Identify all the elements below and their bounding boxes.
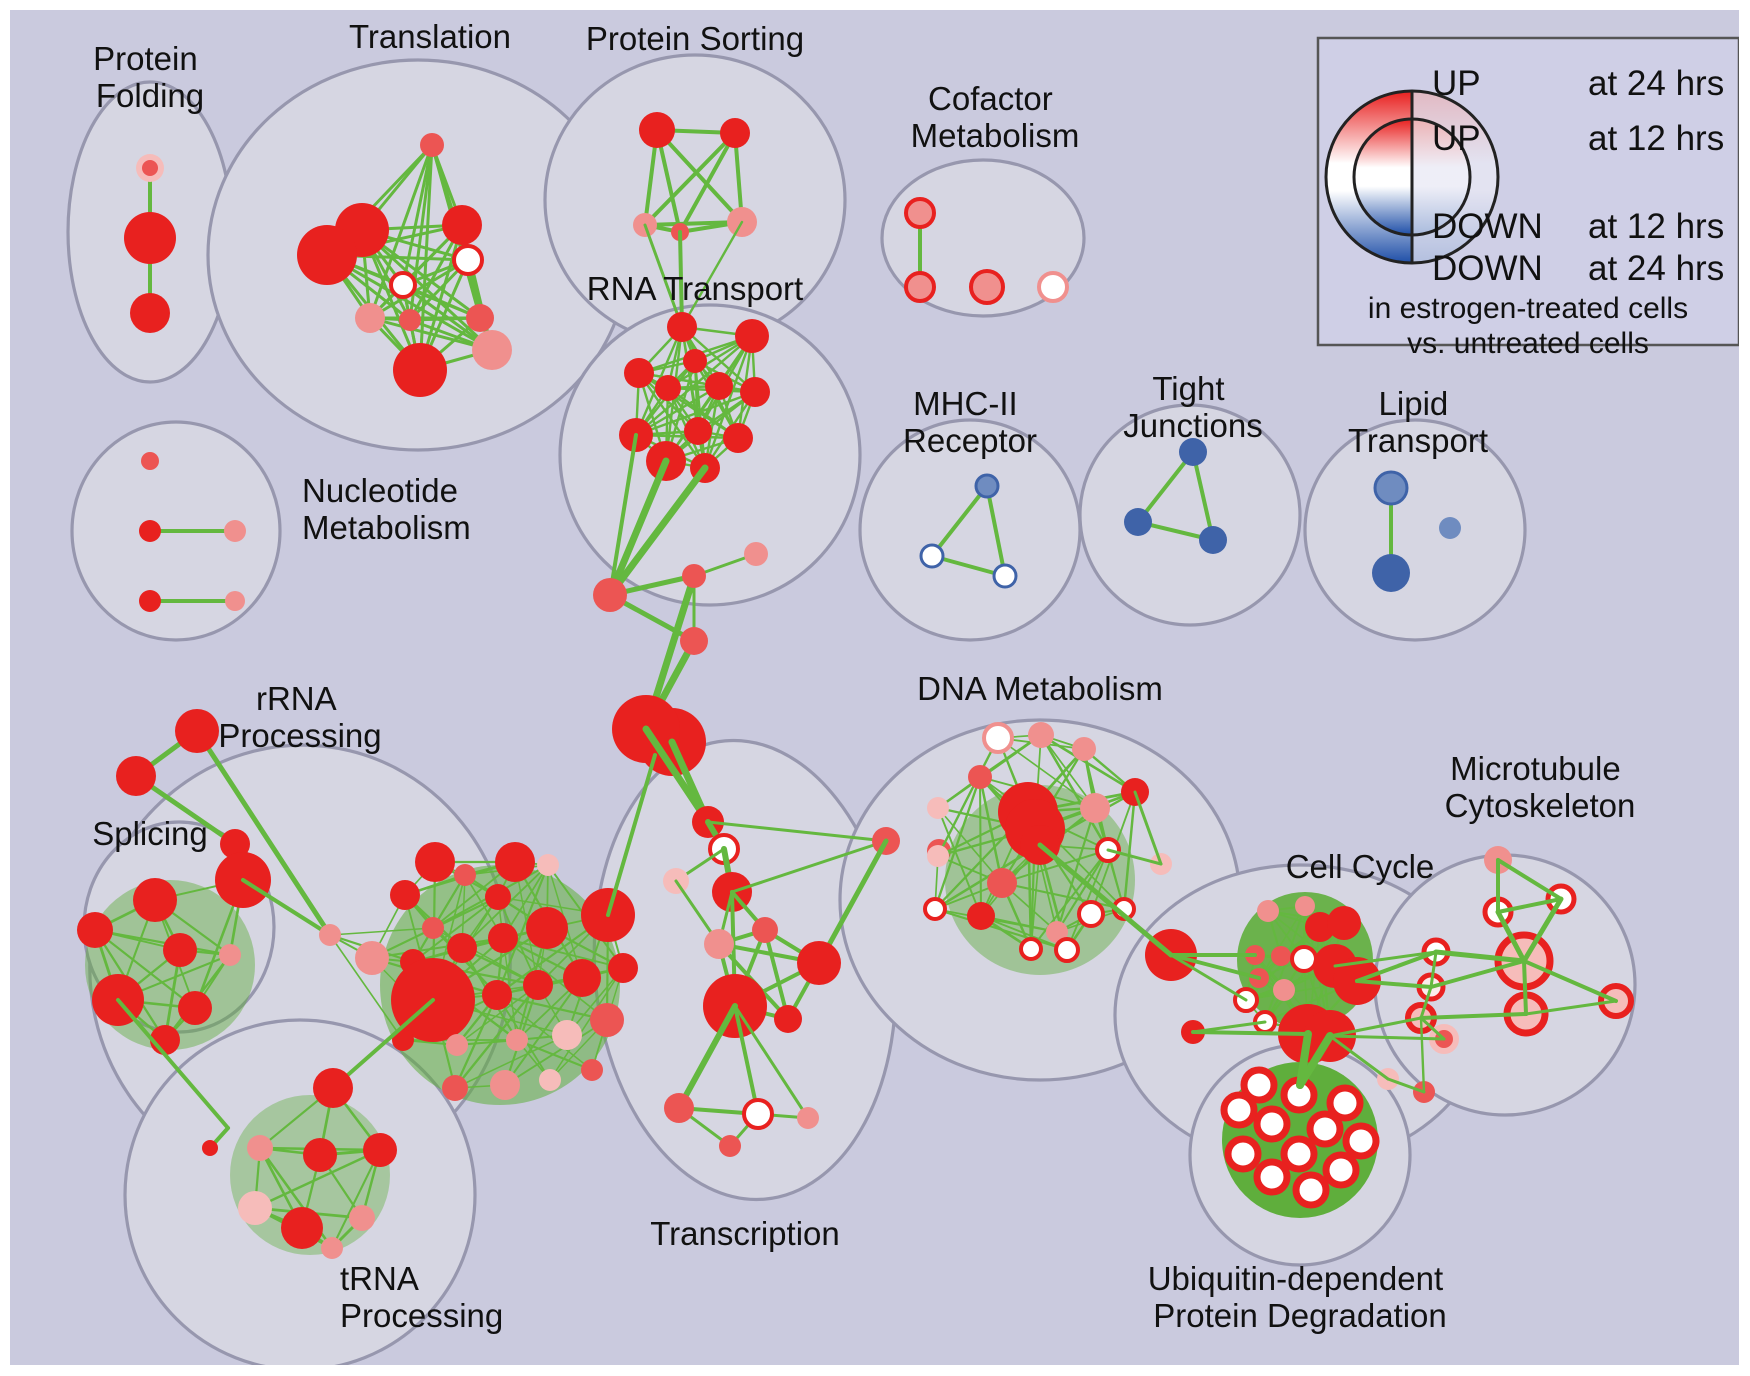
svg-text:Microtubule Cytoskeleton: Microtubule Cytoskeleton [1445, 750, 1636, 824]
svg-text:Cofactor Metabolism: Cofactor Metabolism [911, 80, 1080, 154]
svg-text:Protein Folding: Protein Folding [93, 40, 207, 114]
svg-text:at 24 hrs: at 24 hrs [1588, 64, 1724, 103]
svg-text:Lipid Transport: Lipid Transport [1348, 385, 1488, 459]
svg-text:Ubiquitin-dependent Protein De: Ubiquitin-dependent Protein Degradation [1148, 1260, 1453, 1334]
svg-text:at 24 hrs: at 24 hrs [1588, 249, 1724, 288]
svg-text:rRNA Processing: rRNA Processing [218, 680, 381, 754]
svg-text:Nucleotide Metabolism: Nucleotide Metabolism [302, 472, 471, 546]
svg-text:RNA Transport: RNA Transport [587, 270, 803, 307]
svg-text:Translation: Translation [349, 18, 511, 55]
svg-text:in estrogen-treated cells: in estrogen-treated cells [1368, 292, 1688, 325]
svg-text:UP: UP [1432, 64, 1481, 103]
svg-text:Cell Cycle: Cell Cycle [1286, 848, 1435, 885]
svg-text:Transcription: Transcription [650, 1215, 840, 1252]
svg-text:vs. untreated cells: vs. untreated cells [1407, 327, 1649, 360]
svg-text:UP: UP [1432, 119, 1481, 158]
svg-text:Tight Junctions: Tight Junctions [1123, 370, 1262, 444]
svg-text:MHC-II Receptor: MHC-II Receptor [903, 385, 1037, 459]
svg-text:at 12 hrs: at 12 hrs [1588, 207, 1724, 246]
svg-text:tRNA Processing: tRNA Processing [340, 1260, 503, 1334]
svg-text:DOWN: DOWN [1432, 249, 1543, 288]
svg-text:DNA Metabolism: DNA Metabolism [917, 670, 1163, 707]
svg-text:at 12 hrs: at 12 hrs [1588, 119, 1724, 158]
svg-text:Splicing: Splicing [92, 815, 208, 852]
svg-text:DOWN: DOWN [1432, 207, 1543, 246]
svg-text:Protein Sorting: Protein Sorting [586, 20, 804, 57]
